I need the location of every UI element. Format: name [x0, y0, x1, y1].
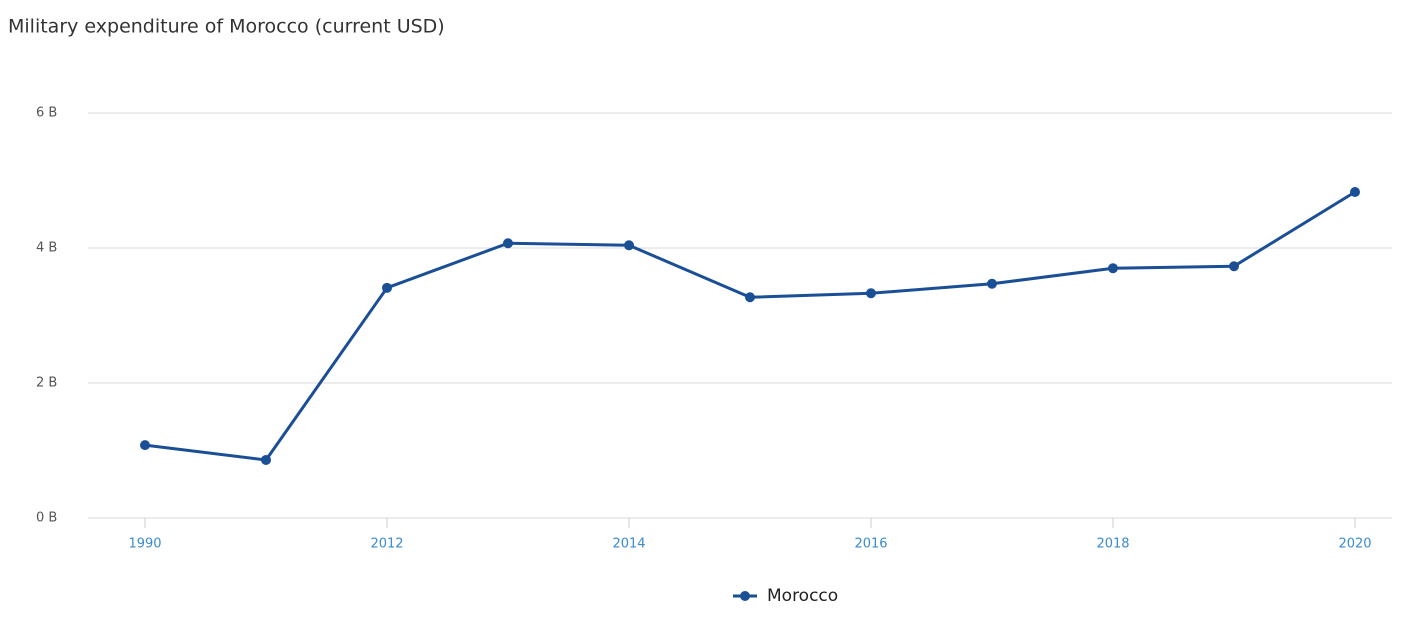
x-tick-label: 2018: [1096, 537, 1129, 552]
data-point: [624, 240, 634, 251]
data-point: [1350, 186, 1360, 197]
y-tick-label: 2 B: [36, 376, 57, 391]
x-tick-label: 2016: [854, 537, 887, 552]
legend-label: Morocco: [767, 586, 838, 606]
x-tick-label: 2020: [1338, 537, 1371, 552]
data-point: [503, 238, 513, 249]
chart-title: Military expenditure of Morocco (current…: [8, 16, 445, 38]
data-point: [745, 292, 755, 303]
y-tick-label: 0 B: [36, 511, 57, 526]
x-tick-label: 2014: [612, 537, 645, 552]
data-point: [1108, 263, 1118, 274]
x-tick-label: 1990: [128, 537, 161, 552]
y-tick-label: 4 B: [36, 241, 57, 256]
data-point: [140, 440, 150, 451]
y-tick-label: 6 B: [36, 106, 57, 121]
data-point: [1229, 261, 1239, 272]
data-point: [987, 278, 997, 289]
data-point: [382, 282, 392, 293]
data-point: [261, 454, 271, 465]
legend-marker: [740, 591, 750, 601]
data-point: [866, 288, 876, 299]
x-tick-label: 2012: [370, 537, 403, 552]
